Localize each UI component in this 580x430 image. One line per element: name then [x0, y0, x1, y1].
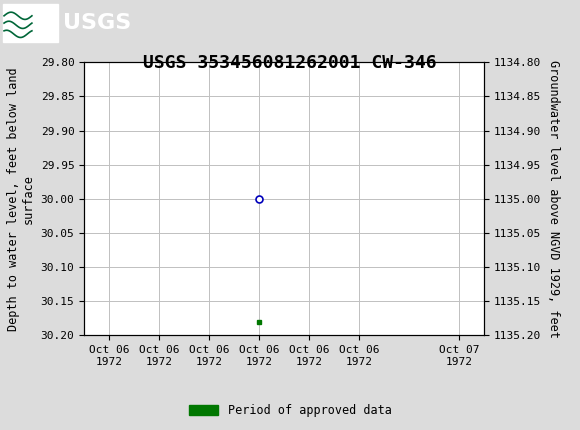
Legend: Period of approved data: Period of approved data — [184, 399, 396, 422]
Bar — [3, 3, 58, 42]
Text: USGS 353456081262001 CW-346: USGS 353456081262001 CW-346 — [143, 54, 437, 72]
Y-axis label: Depth to water level, feet below land
surface: Depth to water level, feet below land su… — [7, 67, 35, 331]
Y-axis label: Groundwater level above NGVD 1929, feet: Groundwater level above NGVD 1929, feet — [547, 60, 560, 338]
Text: USGS: USGS — [63, 12, 131, 33]
